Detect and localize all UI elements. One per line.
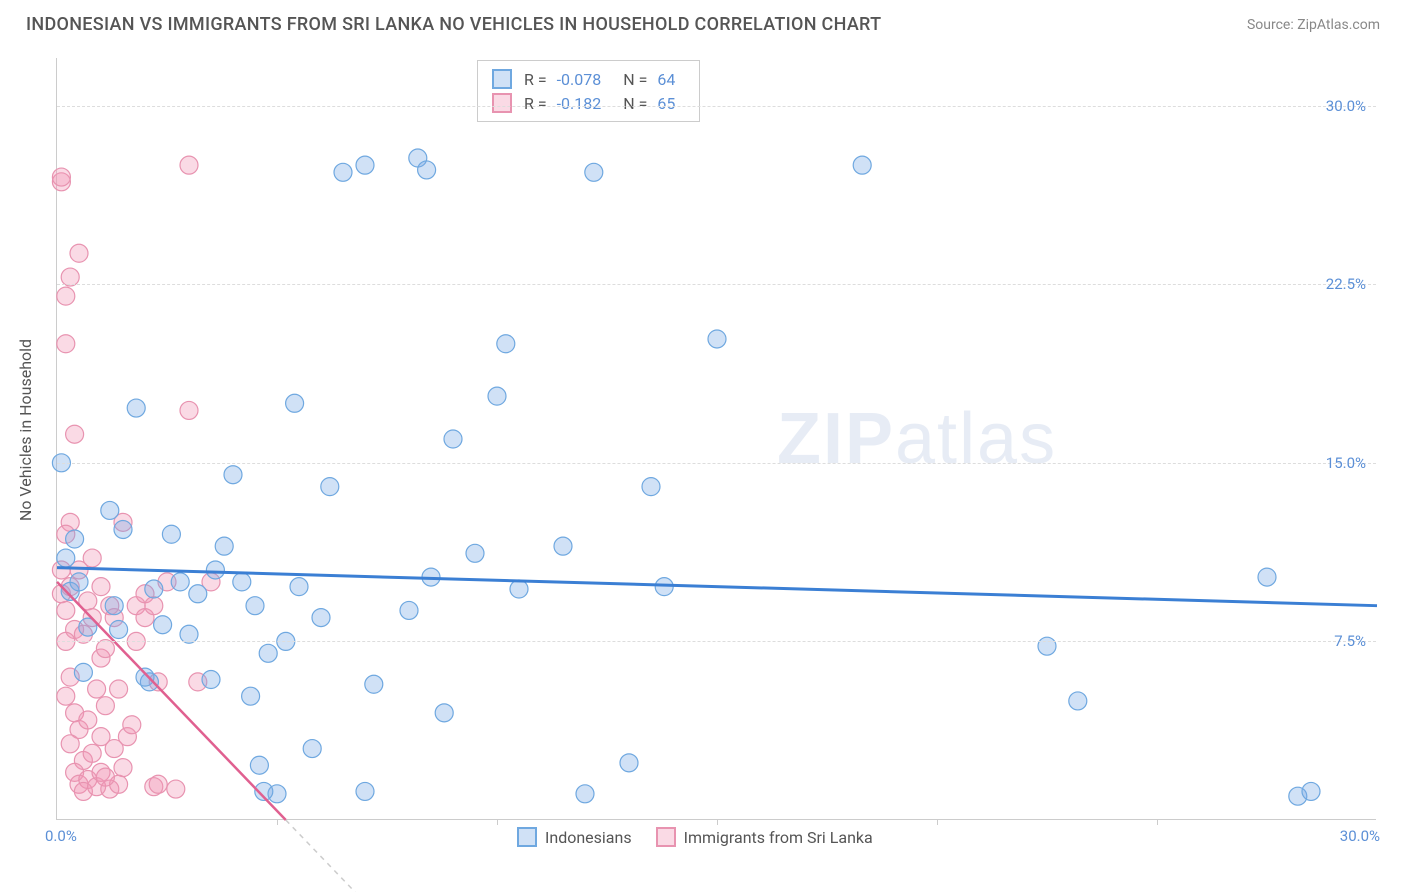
x-tick xyxy=(937,819,938,825)
legend-item-pink: Immigrants from Sri Lanka xyxy=(656,827,873,847)
legend-label-pink: Immigrants from Sri Lanka xyxy=(684,828,873,847)
chart-header: INDONESIAN VS IMMIGRANTS FROM SRI LANKA … xyxy=(0,0,1406,45)
scatter-svg xyxy=(57,58,1376,819)
swatch-blue-icon xyxy=(517,827,537,847)
gridline xyxy=(57,106,1376,107)
y-axis-label: No Vehicles in Household xyxy=(16,339,35,521)
legend-item-blue: Indonesians xyxy=(517,827,632,847)
n-value-blue: 64 xyxy=(657,70,675,89)
chart-plot-area: ZIPatlas R = -0.078 N = 64 R = -0.182 N … xyxy=(56,58,1376,820)
legend-bottom: Indonesians Immigrants from Sri Lanka xyxy=(517,827,873,847)
y-tick-label: 30.0% xyxy=(1326,97,1366,115)
r-value-pink: -0.182 xyxy=(557,94,602,113)
y-tick-label: 7.5% xyxy=(1334,632,1366,650)
n-value-pink: 65 xyxy=(657,94,675,113)
r-label: R = xyxy=(524,94,547,113)
legend-stats-row-blue: R = -0.078 N = 64 xyxy=(492,67,685,91)
swatch-pink xyxy=(492,93,512,113)
swatch-pink-icon xyxy=(656,827,676,847)
x-axis-max-label: 30.0% xyxy=(1340,827,1380,845)
legend-label-blue: Indonesians xyxy=(545,828,632,847)
x-tick xyxy=(277,819,278,825)
gridline xyxy=(57,284,1376,285)
legend-stats-row-pink: R = -0.182 N = 65 xyxy=(492,91,685,115)
r-label: R = xyxy=(524,70,547,89)
y-tick-label: 15.0% xyxy=(1326,454,1366,472)
x-tick xyxy=(1157,819,1158,825)
n-label: N = xyxy=(623,94,647,113)
chart-title: INDONESIAN VS IMMIGRANTS FROM SRI LANKA … xyxy=(26,14,881,35)
gridline xyxy=(57,641,1376,642)
y-tick-label: 22.5% xyxy=(1326,275,1366,293)
r-value-blue: -0.078 xyxy=(557,70,602,89)
legend-stats-box: R = -0.078 N = 64 R = -0.182 N = 65 xyxy=(477,60,700,122)
gridline xyxy=(57,463,1376,464)
source-label: Source: ZipAtlas.com xyxy=(1247,17,1380,33)
swatch-blue xyxy=(492,69,512,89)
x-axis-min-label: 0.0% xyxy=(45,827,77,845)
x-tick xyxy=(717,819,718,825)
x-tick xyxy=(497,819,498,825)
n-label: N = xyxy=(623,70,647,89)
